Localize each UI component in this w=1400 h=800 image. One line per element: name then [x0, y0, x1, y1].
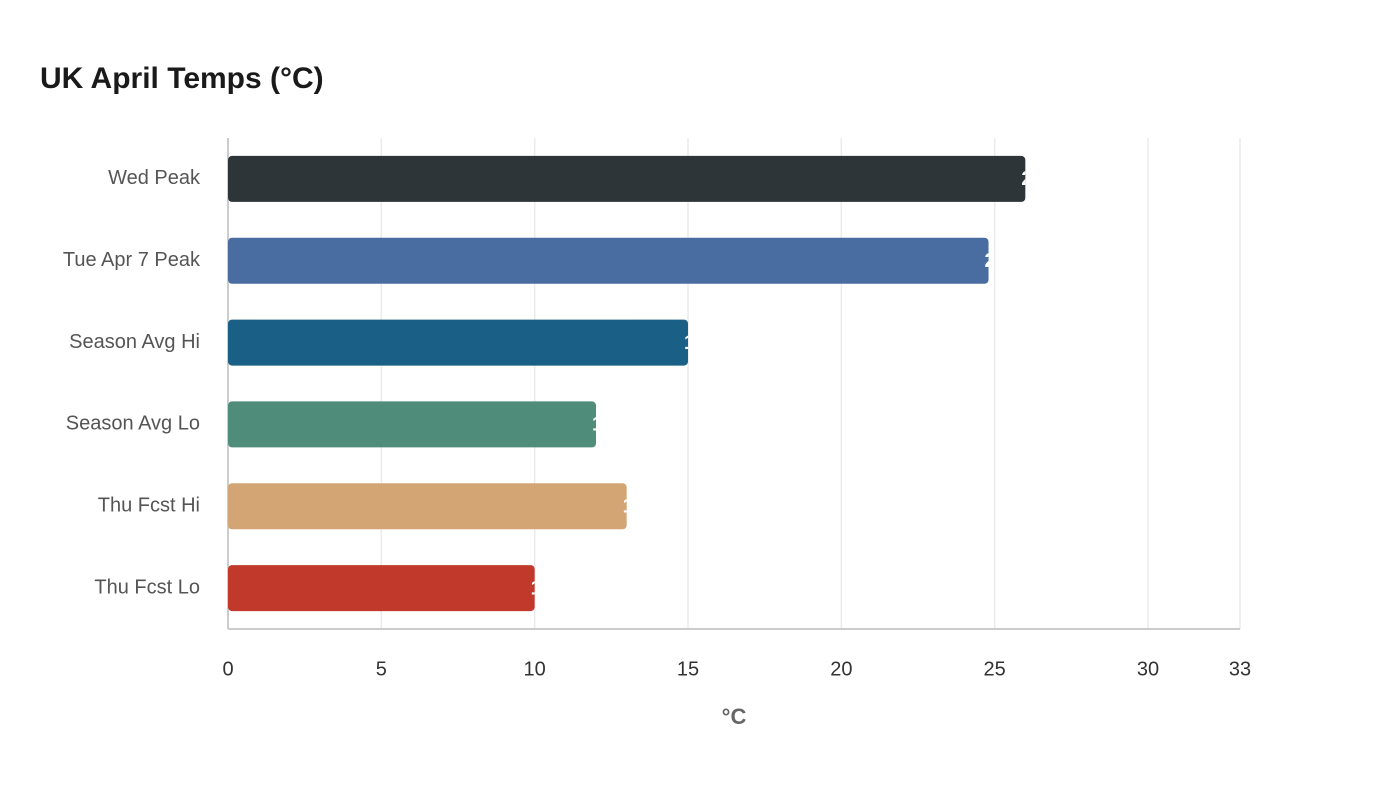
- x-tick-label: 33: [1229, 658, 1251, 680]
- chart-title: UK April Temps (°C): [40, 62, 324, 95]
- x-tick-label: 5: [376, 658, 387, 680]
- value-label: 10: [531, 577, 553, 599]
- value-label: 26: [1021, 168, 1043, 190]
- bar: [228, 319, 688, 366]
- x-tick-label: 20: [830, 658, 852, 680]
- value-label: 15: [684, 332, 706, 354]
- x-tick-label: 15: [677, 658, 699, 680]
- y-tick-label: Season Avg Hi: [69, 331, 200, 353]
- x-tick-label: 25: [984, 658, 1006, 680]
- x-tick-label: 30: [1137, 658, 1159, 680]
- x-axis-label: °C: [722, 704, 747, 729]
- x-tick-label: 0: [222, 658, 233, 680]
- y-tick-label: Thu Fcst Hi: [98, 495, 200, 517]
- value-label: 12: [592, 414, 614, 436]
- y-tick-label: Wed Peak: [108, 167, 201, 189]
- bar: [228, 483, 627, 530]
- bar: [228, 155, 1026, 202]
- x-tick-label: 10: [524, 658, 546, 680]
- bar: [228, 401, 596, 448]
- y-tick-label: Season Avg Lo: [66, 413, 200, 435]
- value-label: 24.8: [985, 250, 1024, 272]
- y-tick-label: Thu Fcst Lo: [94, 576, 200, 598]
- y-tick-label: Tue Apr 7 Peak: [63, 249, 201, 271]
- bar: [228, 237, 989, 284]
- value-label: 13: [623, 496, 645, 518]
- bar: [228, 565, 535, 612]
